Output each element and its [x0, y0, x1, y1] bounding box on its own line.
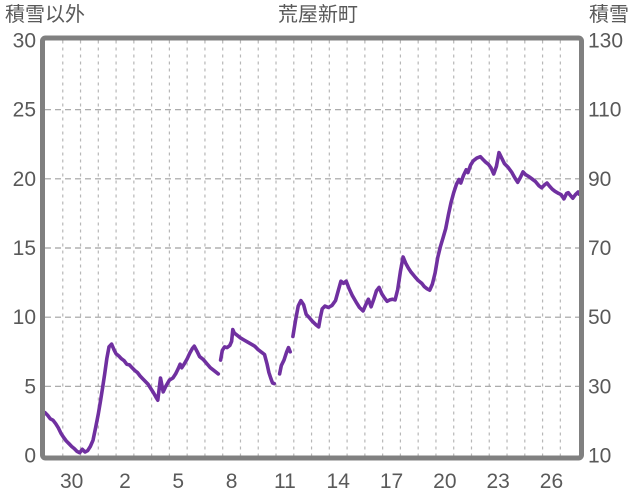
- left-axis-tick-label: 20: [13, 168, 36, 191]
- right-axis-tick-label: 130: [588, 30, 623, 53]
- x-axis-date-label: 20: [433, 470, 456, 493]
- snow-depth-line-segment: [277, 345, 293, 376]
- snow-depth-line-segment: [218, 327, 277, 386]
- right-axis-tick-label: 50: [588, 306, 611, 329]
- left-axis-tick-label: 5: [24, 375, 36, 398]
- left-axis-tick-label: 10: [13, 306, 36, 329]
- x-axis-date-label: 5: [172, 470, 184, 493]
- x-axis-date-label: 11: [274, 470, 296, 493]
- x-axis-date-label: 23: [486, 470, 509, 493]
- x-axis-date-label: 8: [226, 470, 238, 493]
- right-axis-tick-label: 110: [588, 99, 621, 122]
- x-axis-date-label: 30: [60, 470, 83, 493]
- right-axis-tick-label: 30: [588, 375, 611, 398]
- right-axis-tick-label: 70: [588, 237, 611, 260]
- x-axis-date-label: 14: [327, 470, 351, 493]
- left-axis-title: 積雪以外: [5, 4, 85, 26]
- left-axis-tick-label: 15: [13, 237, 36, 260]
- right-axis-tick-label: 10: [588, 445, 611, 468]
- x-axis-date-label: 2: [119, 470, 131, 493]
- left-axis-tick-label: 0: [24, 445, 36, 468]
- x-axis-date-label: 17: [380, 470, 403, 493]
- right-axis-title: 積雪: [589, 4, 629, 26]
- snow-depth-line-segment: [291, 150, 581, 339]
- plot-frame: [40, 35, 584, 461]
- x-axis-date-label: 26: [540, 470, 563, 493]
- right-axis-tick-label: 90: [588, 168, 611, 191]
- snow-depth-line-segment: [43, 342, 221, 455]
- left-axis-tick-label: 30: [13, 30, 36, 53]
- left-axis-tick-label: 25: [13, 99, 36, 122]
